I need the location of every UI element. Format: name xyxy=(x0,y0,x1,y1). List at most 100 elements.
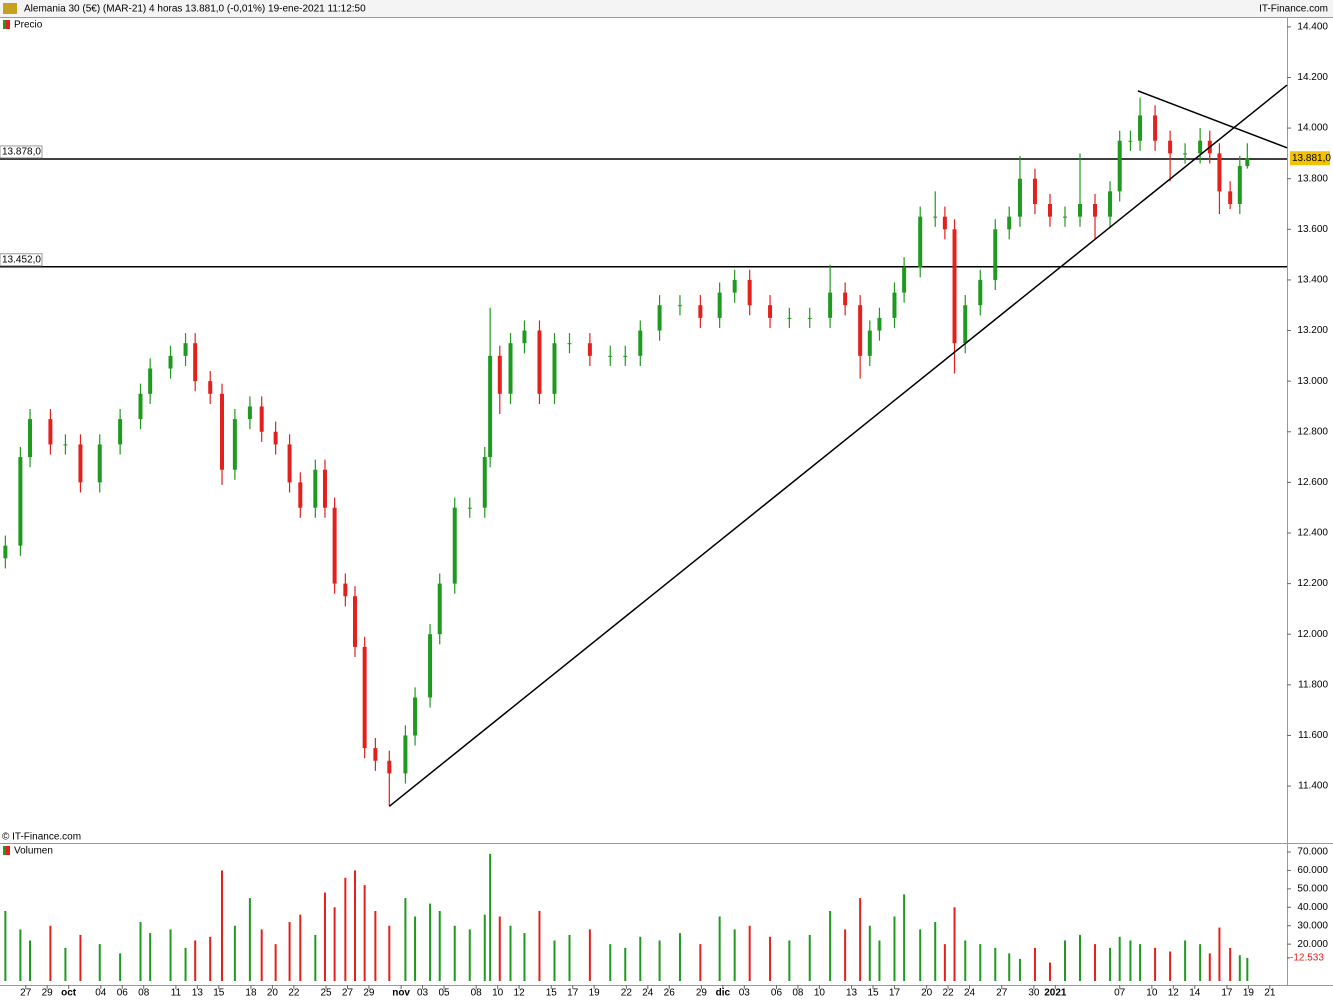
last-price-tag xyxy=(1290,151,1330,166)
volume-bar xyxy=(139,922,142,981)
x-tick-label: 04 xyxy=(95,988,107,999)
candle-body xyxy=(148,368,153,394)
volume-bar xyxy=(934,922,937,981)
x-tick-label: 08 xyxy=(792,988,804,999)
trendline xyxy=(1137,90,1288,149)
volume-bar xyxy=(149,933,152,981)
volume-bar xyxy=(568,934,571,981)
x-tick-label: oct xyxy=(61,988,77,999)
candle-body xyxy=(28,419,33,458)
volume-bar xyxy=(748,925,751,981)
candle-body xyxy=(638,330,643,356)
candle-body xyxy=(118,419,123,445)
candle-body xyxy=(843,292,848,306)
candle-body xyxy=(608,355,613,357)
candle-body xyxy=(18,457,23,546)
x-tick-label: 15 xyxy=(546,988,558,999)
header-title: Alemania 30 (5€) (MAR-21) 4 horas 13.881… xyxy=(24,4,366,15)
x-tick-label: 30 xyxy=(1028,988,1040,999)
level-label: 13.878,0 xyxy=(2,147,41,158)
candle-body xyxy=(963,305,968,344)
volume-bar xyxy=(979,944,982,981)
volume-bar xyxy=(844,929,847,981)
y-tick-label: 13.600 xyxy=(1297,224,1328,235)
candle-body xyxy=(1117,140,1122,192)
candle-body xyxy=(413,697,418,736)
candle-body xyxy=(892,292,897,318)
candle-body xyxy=(78,444,83,483)
y-tick-label: 12.000 xyxy=(1297,629,1328,640)
level-tag xyxy=(0,145,43,159)
level-label: 13.452,0 xyxy=(2,254,41,265)
volume-bar xyxy=(1169,951,1172,981)
level-tag xyxy=(0,253,43,267)
volume-bar xyxy=(788,940,791,981)
y-tick-label: 11.600 xyxy=(1298,730,1328,741)
x-tick-label: 20 xyxy=(921,988,933,999)
candle-body xyxy=(902,267,907,293)
candle-body xyxy=(807,317,812,319)
candle-body xyxy=(48,419,53,445)
volume-bar xyxy=(538,910,541,981)
candle-body xyxy=(497,355,502,394)
candle-body xyxy=(1007,216,1012,230)
y-tick-label: 12.200 xyxy=(1297,578,1328,589)
candle-body xyxy=(537,330,542,394)
volume-bar xyxy=(733,929,736,981)
candle-body xyxy=(552,343,557,394)
x-tick-label: 07 xyxy=(1114,988,1126,999)
y-tick-label: 14.400 xyxy=(1297,21,1328,32)
candle-body xyxy=(623,355,628,357)
candle-body xyxy=(1128,140,1133,142)
candle-body xyxy=(587,343,592,356)
volume-bar xyxy=(221,870,224,981)
candle-body xyxy=(567,343,572,345)
x-tick-label: 29 xyxy=(363,988,375,999)
candle-body xyxy=(657,305,662,331)
x-tick-label: 15 xyxy=(867,988,879,999)
candle-body xyxy=(717,292,722,318)
x-tick-label: 22 xyxy=(288,988,300,999)
candle-body xyxy=(867,330,872,356)
x-tick-label: 06 xyxy=(117,988,129,999)
x-tick-label: 12 xyxy=(514,988,526,999)
y-tick-label: 11.800 xyxy=(1298,679,1328,690)
volume-bar xyxy=(903,894,906,981)
candle-body xyxy=(403,735,408,774)
volume-bar xyxy=(588,929,591,981)
x-tick-label: dic xyxy=(716,988,731,999)
candle-body xyxy=(698,305,703,318)
volume-bar xyxy=(1063,940,1066,981)
candle-body xyxy=(522,330,527,344)
x-tick-label: 18 xyxy=(245,988,257,999)
x-tick-label: 27 xyxy=(996,988,1008,999)
x-tick-label: 27 xyxy=(20,988,32,999)
volume-bar xyxy=(1184,940,1187,981)
y-tick-label: 20.000 xyxy=(1297,939,1328,950)
x-tick-label: 08 xyxy=(471,988,483,999)
candle-body xyxy=(1217,153,1222,192)
candle-body xyxy=(978,279,983,306)
volume-bar xyxy=(274,944,277,981)
volume-bar xyxy=(1246,957,1249,981)
candle-body xyxy=(3,545,8,559)
candle-body xyxy=(168,355,173,369)
candle-body xyxy=(1198,140,1203,154)
candle-body xyxy=(298,482,303,508)
x-tick-label: 20 xyxy=(267,988,279,999)
candle-body xyxy=(1017,178,1022,217)
y-tick-label: 14.200 xyxy=(1297,72,1328,83)
volume-bar xyxy=(353,870,356,981)
x-tick-label: 2021 xyxy=(1044,988,1067,999)
volume-bar xyxy=(609,944,612,981)
last-price-label: 13.881,0 xyxy=(1292,153,1331,164)
volume-bar xyxy=(868,925,871,981)
x-tick-label: 06 xyxy=(771,988,783,999)
x-tick-label: 17 xyxy=(1221,988,1233,999)
volume-bar xyxy=(1109,947,1112,981)
candle-body xyxy=(232,419,237,470)
candle-body xyxy=(452,507,457,584)
y-tick-label: 13.800 xyxy=(1297,173,1328,184)
volume-bar xyxy=(699,944,702,981)
